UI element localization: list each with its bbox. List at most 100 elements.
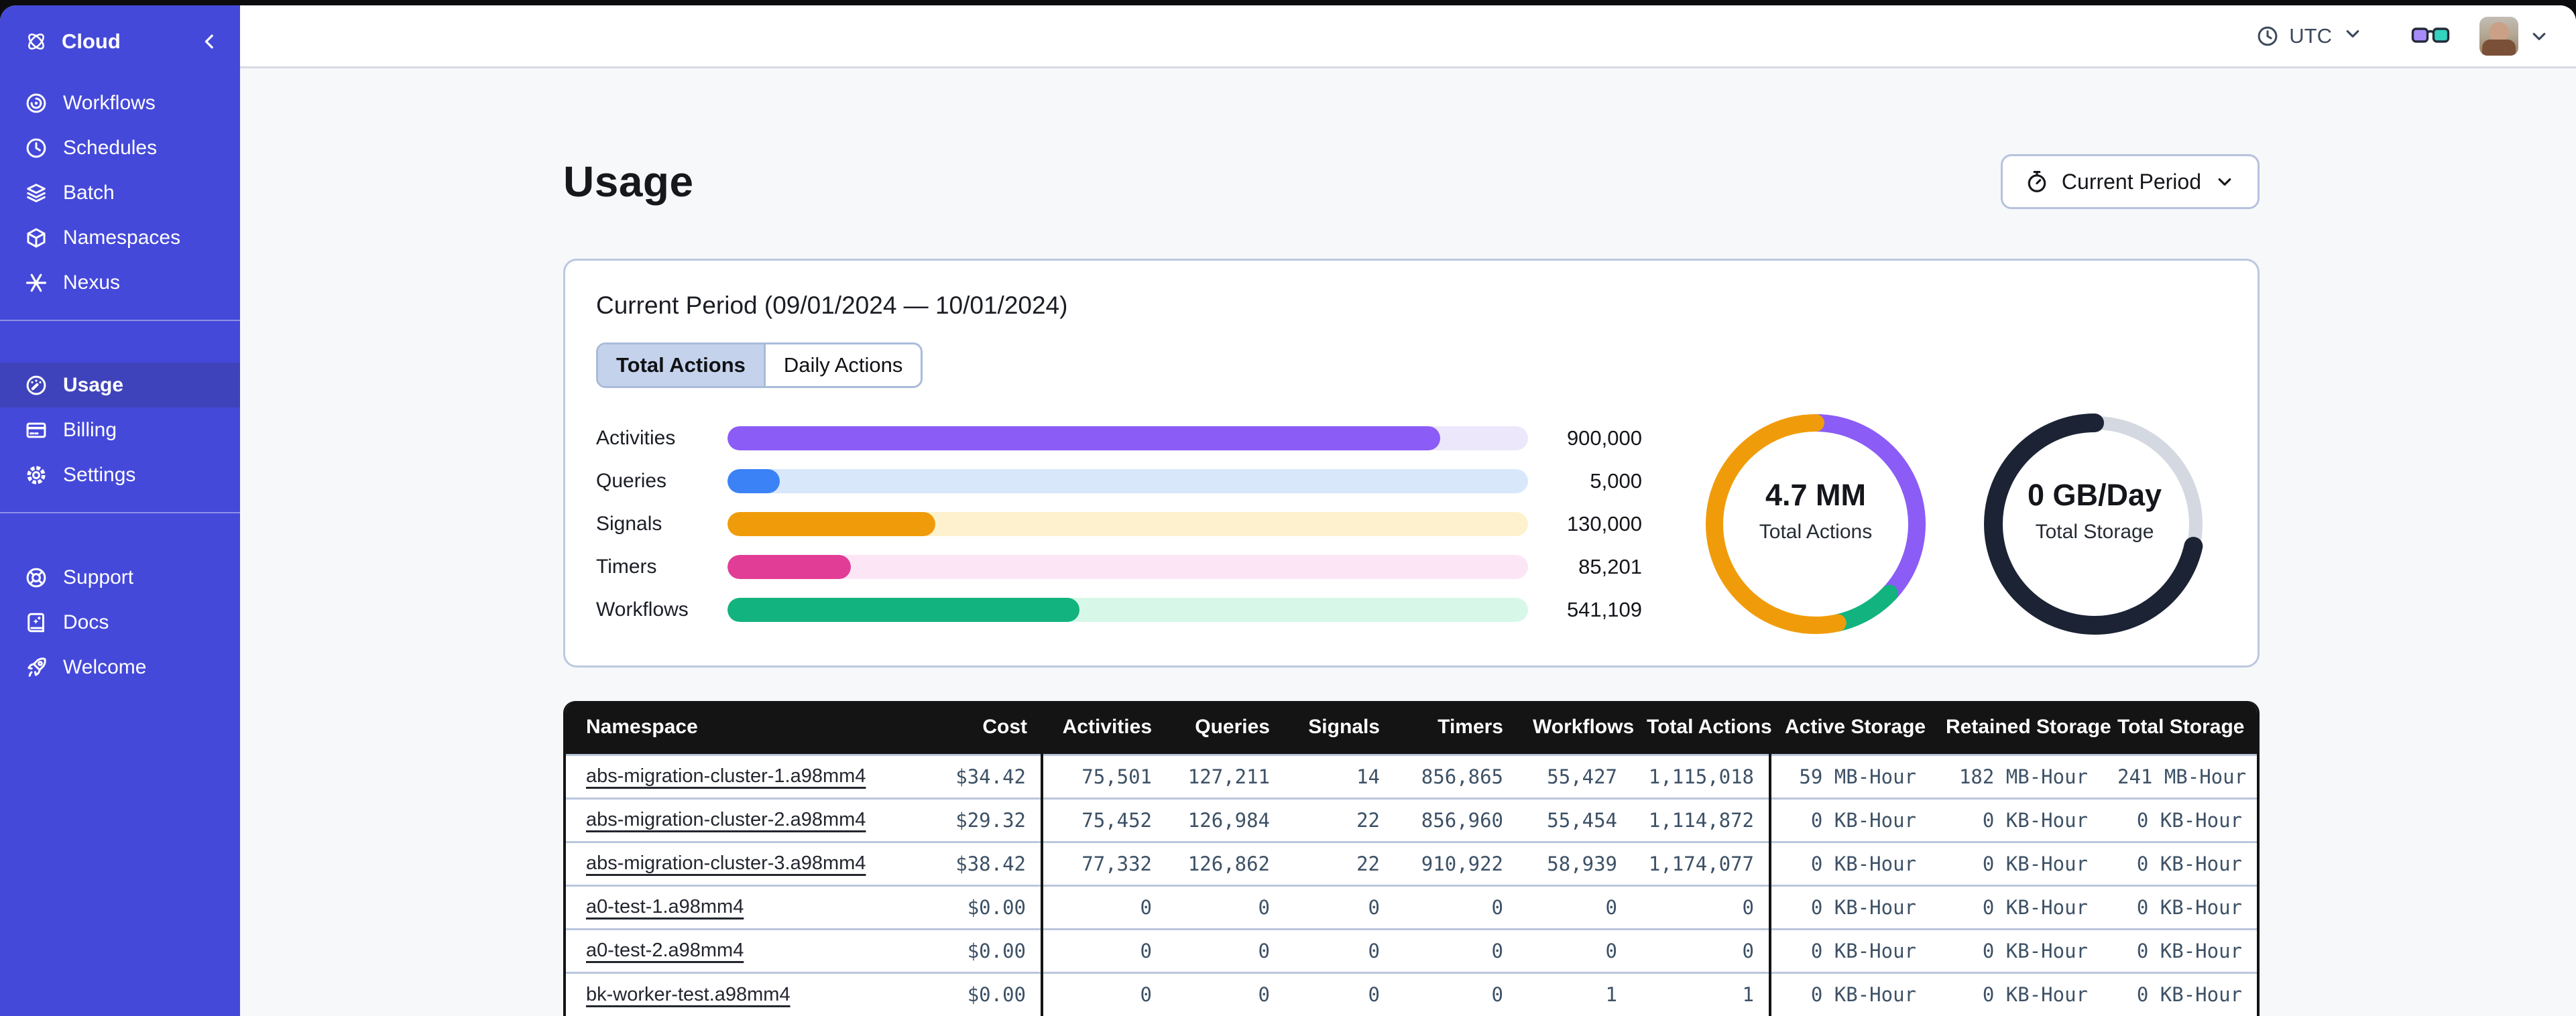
- sidebar-item-settings[interactable]: Settings: [0, 452, 240, 497]
- workflows-cell: 0: [1518, 928, 1632, 972]
- tab-total-actions[interactable]: Total Actions: [598, 344, 764, 386]
- sidebar-item-namespaces[interactable]: Namespaces: [0, 215, 240, 260]
- bar-label: Activities: [596, 427, 676, 449]
- workflows-cell: 55,427: [1518, 753, 1632, 798]
- bar-label: Signals: [596, 513, 662, 535]
- table-row: a0-test-2.a98mm4 $0.00 0 0 0 0 0 0 0 KB-…: [566, 928, 2257, 972]
- namespace-link[interactable]: a0-test-1.a98mm4: [586, 896, 744, 917]
- bar-label: Workflows: [596, 598, 689, 621]
- donut-value: 0 GB/Day: [2027, 478, 2162, 512]
- total-actions-cell: 1,115,018: [1632, 753, 1770, 798]
- actions-bar-chart: Activities 900,000 Queries 5,000 Signals: [596, 426, 1642, 622]
- timezone-label: UTC: [2289, 23, 2332, 48]
- namespace-link[interactable]: abs-migration-cluster-3.a98mm4: [586, 852, 866, 874]
- sidebar-item-batch[interactable]: Batch: [0, 170, 240, 215]
- retained-storage-cell: 0 KB-Hour: [1931, 840, 2103, 885]
- column-header: Queries: [1167, 701, 1285, 755]
- active-storage-cell: 0 KB-Hour: [1769, 797, 1931, 842]
- column-header: Retained Storage: [1931, 701, 2111, 755]
- bar-row-workflows: Workflows 541,109: [596, 598, 1642, 622]
- active-storage-cell: 0 KB-Hour: [1769, 840, 1931, 885]
- user-menu-chevron-icon[interactable]: [2528, 25, 2551, 48]
- docs-book-icon: [24, 611, 48, 635]
- nexus-asterisk-icon: [24, 271, 48, 295]
- page-content: Usage Current Period Current Period (09/…: [240, 68, 2576, 1016]
- sidebar-item-label: Namespaces: [63, 226, 181, 249]
- sidebar-item-label: Support: [63, 566, 134, 588]
- total-storage-cell: 241 MB-Hour: [2103, 753, 2257, 798]
- timezone-selector[interactable]: UTC: [2256, 22, 2364, 50]
- sidebar-item-label: Billing: [63, 418, 117, 441]
- sidebar-item-schedules[interactable]: Schedules: [0, 125, 240, 170]
- bar-track: [727, 555, 1528, 579]
- topbar: UTC: [240, 5, 2576, 68]
- sidebar-item-label: Usage: [63, 373, 124, 396]
- page-title: Usage: [563, 157, 694, 206]
- sidebar-item-label: Docs: [63, 611, 109, 633]
- brand: Cloud: [0, 29, 240, 54]
- timers-cell: 0: [1395, 971, 1518, 1016]
- timers-cell: 856,960: [1395, 797, 1518, 842]
- namespace-link[interactable]: abs-migration-cluster-1.a98mm4: [586, 765, 866, 787]
- signals-cell: 22: [1285, 840, 1395, 885]
- queries-cell: 126,984: [1167, 797, 1285, 842]
- sidebar-item-support[interactable]: Support: [0, 555, 240, 600]
- bar-value: 85,201: [1578, 555, 1642, 578]
- activities-cell: 0: [1041, 971, 1167, 1016]
- cost-cell: $29.32: [927, 797, 1042, 842]
- bar-value: 5,000: [1590, 469, 1642, 493]
- table-row: abs-migration-cluster-2.a98mm4 $29.32 75…: [566, 797, 2257, 842]
- period-selector-label: Current Period: [2061, 169, 2201, 194]
- support-lifering-icon: [24, 566, 48, 590]
- sidebar-item-label: Batch: [63, 181, 115, 204]
- queries-cell: 126,862: [1167, 840, 1285, 885]
- column-header: Namespace: [566, 701, 927, 755]
- timers-cell: 0: [1395, 928, 1518, 972]
- table-row: abs-migration-cluster-3.a98mm4 $38.42 77…: [566, 840, 2257, 885]
- sidebar-item-nexus[interactable]: Nexus: [0, 260, 240, 305]
- sidebar-item-label: Settings: [63, 463, 136, 486]
- active-storage-cell: 0 KB-Hour: [1769, 971, 1931, 1016]
- sidebar-item-welcome[interactable]: Welcome: [0, 645, 240, 690]
- bar-row-queries: Queries 5,000: [596, 469, 1642, 493]
- user-avatar[interactable]: [2479, 16, 2518, 56]
- bar-track: [727, 512, 1528, 536]
- namespace-link[interactable]: bk-worker-test.a98mm4: [586, 983, 791, 1005]
- bar-label: Queries: [596, 470, 667, 492]
- stopwatch-icon: [2028, 171, 2046, 192]
- sidebar-collapse-icon[interactable]: [197, 29, 221, 54]
- sidebar-item-billing[interactable]: Billing: [0, 407, 240, 452]
- bar-fill: [727, 598, 1080, 622]
- queries-cell: 0: [1167, 884, 1285, 929]
- period-selector-button[interactable]: Current Period: [2000, 154, 2260, 209]
- tab-daily-actions[interactable]: Daily Actions: [763, 344, 921, 386]
- timers-cell: 910,922: [1395, 840, 1518, 885]
- sidebar: Cloud Workflows Schedules: [0, 5, 240, 1016]
- batch-layers-icon: [24, 181, 48, 205]
- sidebar-item-usage[interactable]: Usage: [0, 363, 240, 407]
- namespace-link[interactable]: a0-test-2.a98mm4: [586, 940, 744, 961]
- total-actions-donut: 4.7 MM Total Actions: [1705, 414, 1926, 635]
- timers-cell: 856,865: [1395, 753, 1518, 798]
- usage-gauge-icon: [24, 373, 48, 397]
- timers-cell: 0: [1395, 884, 1518, 929]
- cost-cell: $38.42: [927, 840, 1042, 885]
- sidebar-item-workflows[interactable]: Workflows: [0, 80, 240, 125]
- total-actions-cell: 1,114,872: [1632, 797, 1770, 842]
- glasses-icon[interactable]: [2411, 24, 2450, 48]
- bar-track: [727, 426, 1528, 450]
- namespace-link[interactable]: abs-migration-cluster-2.a98mm4: [586, 809, 866, 830]
- chevron-down-icon: [2341, 22, 2364, 50]
- bar-row-timers: Timers 85,201: [596, 555, 1642, 579]
- queries-cell: 0: [1167, 928, 1285, 972]
- total-actions-cell: 1: [1632, 971, 1770, 1016]
- donut-label: Total Storage: [2035, 521, 2154, 543]
- retained-storage-cell: 0 KB-Hour: [1931, 928, 2103, 972]
- chevron-down-icon: [2218, 178, 2231, 186]
- sidebar-item-docs[interactable]: Docs: [0, 600, 240, 645]
- retained-storage-cell: 0 KB-Hour: [1931, 884, 2103, 929]
- activities-cell: 75,452: [1041, 797, 1167, 842]
- cost-cell: $34.42: [927, 753, 1042, 798]
- activities-cell: 0: [1041, 884, 1167, 929]
- activities-cell: 0: [1041, 928, 1167, 972]
